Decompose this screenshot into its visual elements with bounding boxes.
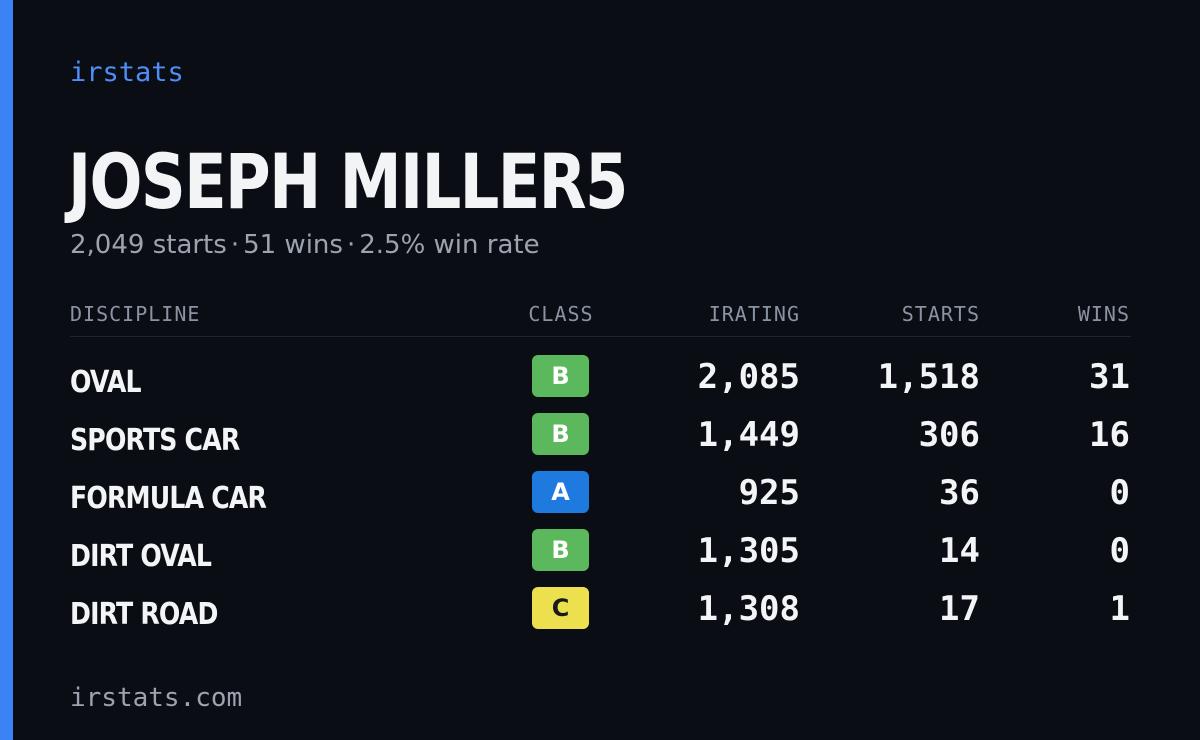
summary-wins: 51 wins — [243, 230, 343, 260]
table-row: FORMULA CAR A 925 36 0 — [70, 469, 1131, 527]
brand-logo-text: irstats — [70, 57, 184, 88]
discipline-name: DIRT OVAL — [70, 539, 212, 574]
summary-win-rate: 2.5% win rate — [359, 230, 540, 260]
column-header-wins: WINS — [1077, 302, 1130, 326]
summary-starts: 2,049 starts — [70, 230, 227, 260]
summary-separator: · — [346, 230, 356, 260]
summary-separator: · — [230, 230, 240, 260]
accent-bar — [0, 0, 13, 740]
irating-value: 2,085 — [697, 357, 800, 397]
footer-site-url: irstats.com — [70, 683, 243, 713]
wins-value: 31 — [1089, 357, 1130, 397]
discipline-name: SPORTS CAR — [70, 423, 240, 458]
discipline-name: OVAL — [70, 365, 142, 400]
class-badge: A — [532, 471, 589, 513]
discipline-table: DISCIPLINE CLASS IRATING STARTS WINS OVA… — [70, 296, 1131, 643]
player-summary: 2,049 starts · 51 wins · 2.5% win rate — [70, 228, 540, 262]
table-row: SPORTS CAR B 1,449 306 16 — [70, 411, 1131, 469]
starts-value: 306 — [918, 415, 980, 455]
starts-value: 14 — [939, 531, 980, 571]
table-row: DIRT OVAL B 1,305 14 0 — [70, 527, 1131, 585]
player-name: JOSEPH MILLER5 — [68, 137, 628, 226]
wins-value: 0 — [1109, 531, 1130, 571]
column-header-class: CLASS — [528, 302, 594, 326]
class-badge: B — [532, 413, 589, 455]
irating-value: 925 — [738, 473, 800, 513]
wins-value: 1 — [1109, 589, 1130, 629]
starts-value: 1,518 — [877, 357, 980, 397]
starts-value: 17 — [939, 589, 980, 629]
class-badge: B — [532, 355, 589, 397]
column-header-irating: IRATING — [708, 302, 800, 326]
table-row: DIRT ROAD C 1,308 17 1 — [70, 585, 1131, 643]
table-header: DISCIPLINE CLASS IRATING STARTS WINS — [70, 296, 1131, 337]
class-badge: B — [532, 529, 589, 571]
wins-value: 0 — [1109, 473, 1130, 513]
table-body: OVAL B 2,085 1,518 31 SPORTS CAR B 1,449… — [70, 353, 1131, 643]
irating-value: 1,305 — [697, 531, 800, 571]
column-header-discipline: DISCIPLINE — [70, 302, 201, 326]
column-header-starts: STARTS — [901, 302, 980, 326]
irating-value: 1,449 — [697, 415, 800, 455]
table-row: OVAL B 2,085 1,518 31 — [70, 353, 1131, 411]
class-badge: C — [532, 587, 589, 629]
starts-value: 36 — [939, 473, 980, 513]
discipline-name: FORMULA CAR — [70, 481, 267, 516]
irating-value: 1,308 — [697, 589, 800, 629]
wins-value: 16 — [1089, 415, 1130, 455]
discipline-name: DIRT ROAD — [70, 597, 218, 632]
